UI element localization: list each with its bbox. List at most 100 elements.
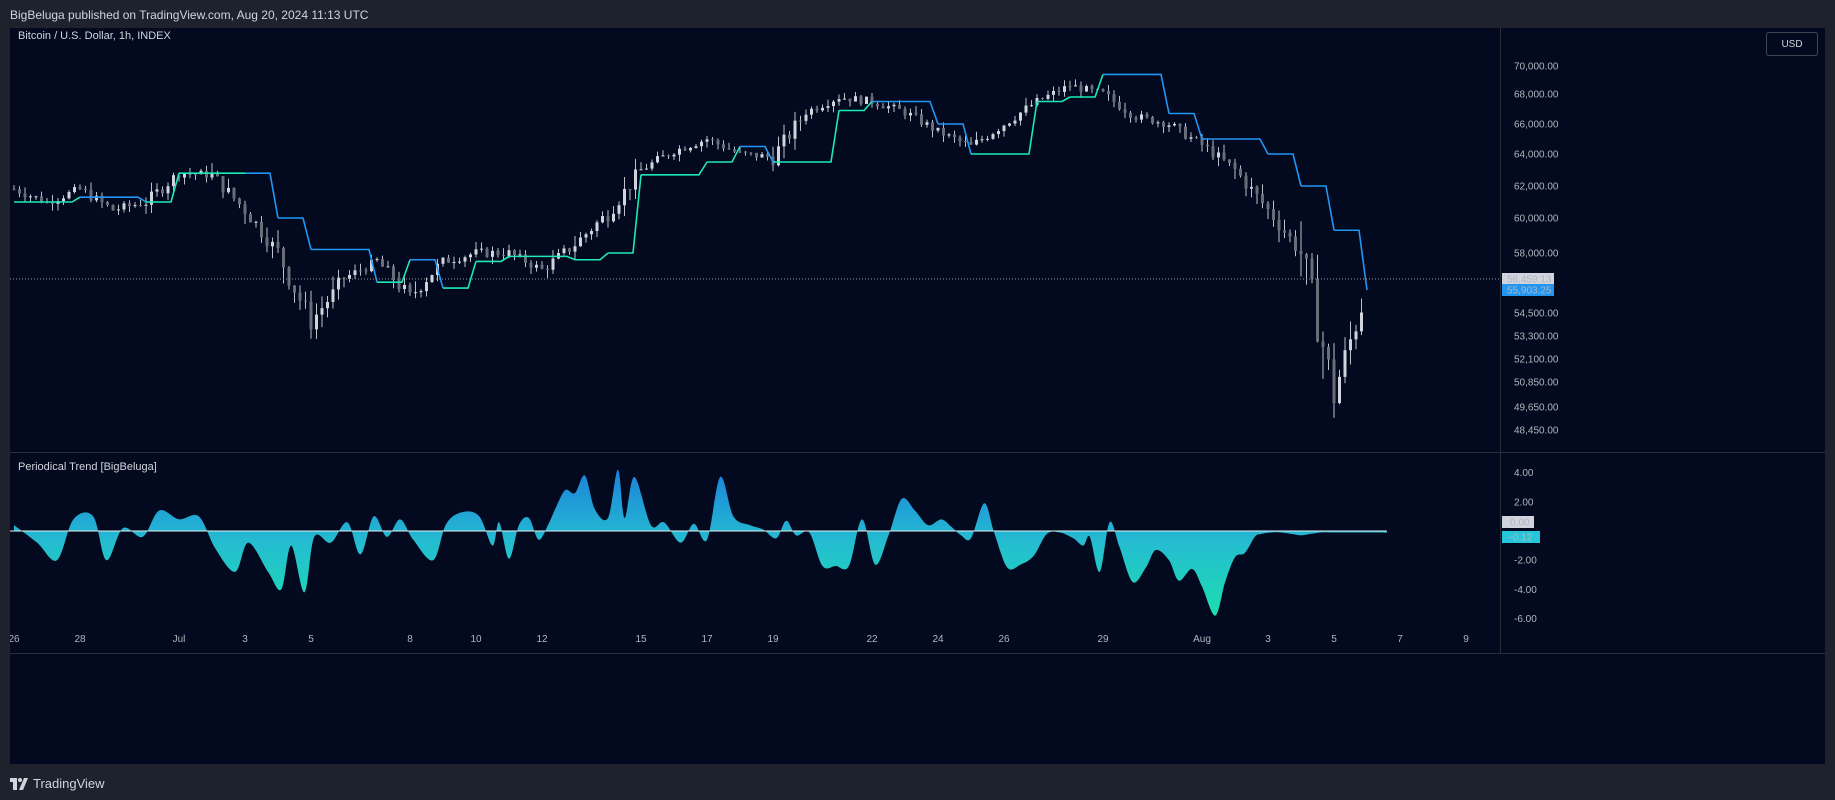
trend-segment[interactable] bbox=[476, 255, 510, 263]
candle-body[interactable] bbox=[95, 195, 98, 201]
trend-segment[interactable] bbox=[938, 123, 972, 155]
symbol-legend[interactable]: Bitcoin / U.S. Dollar, 1h, INDEX bbox=[18, 30, 171, 42]
trend-segment[interactable] bbox=[443, 261, 477, 289]
candle-body[interactable] bbox=[155, 189, 159, 192]
candle-body[interactable] bbox=[507, 250, 511, 257]
candle-body[interactable] bbox=[161, 189, 164, 194]
candle-body[interactable] bbox=[656, 156, 659, 163]
candle-body[interactable] bbox=[1261, 193, 1264, 204]
candle-body[interactable] bbox=[782, 134, 786, 147]
trend-segment[interactable] bbox=[1334, 229, 1368, 291]
trend-segment[interactable] bbox=[146, 172, 180, 203]
candle-body[interactable] bbox=[1233, 162, 1237, 169]
candle-body[interactable] bbox=[502, 255, 505, 257]
chart-svg[interactable]: 70,000.00 68,000.00 66,000.00 64,000.00 62,0… bbox=[8, 28, 1825, 764]
candle-body[interactable] bbox=[106, 202, 109, 206]
candle-body[interactable] bbox=[766, 154, 769, 157]
candle-body[interactable] bbox=[1002, 125, 1006, 132]
candle-body[interactable] bbox=[854, 96, 857, 102]
candle-body[interactable] bbox=[331, 289, 335, 302]
candle-body[interactable] bbox=[172, 175, 175, 187]
candle-body[interactable] bbox=[1266, 203, 1270, 210]
trend-segment[interactable] bbox=[278, 217, 312, 250]
candle-body[interactable] bbox=[964, 140, 967, 142]
candle-body[interactable] bbox=[271, 241, 274, 247]
candle-body[interactable] bbox=[1195, 137, 1198, 139]
candle-body[interactable] bbox=[1217, 152, 1220, 158]
candle-body[interactable] bbox=[23, 193, 27, 198]
candle-body[interactable] bbox=[1250, 186, 1253, 189]
candle-body[interactable] bbox=[991, 134, 995, 139]
candle-body[interactable] bbox=[925, 122, 929, 125]
candle-body[interactable] bbox=[1316, 278, 1319, 342]
trend-segment[interactable] bbox=[1301, 185, 1335, 231]
candle-body[interactable] bbox=[1244, 175, 1248, 189]
candle-body[interactable] bbox=[287, 267, 291, 286]
candle-body[interactable] bbox=[243, 204, 247, 214]
candle-body[interactable] bbox=[859, 96, 863, 104]
trend-segment[interactable] bbox=[410, 258, 444, 289]
trend-segment[interactable] bbox=[1169, 112, 1203, 140]
candle-body[interactable] bbox=[568, 248, 571, 252]
candle-body[interactable] bbox=[89, 189, 93, 201]
candle-body[interactable] bbox=[920, 114, 923, 125]
candle-body[interactable] bbox=[342, 277, 346, 279]
candle-body[interactable] bbox=[672, 154, 676, 157]
candle-body[interactable] bbox=[183, 173, 186, 178]
candle-body[interactable] bbox=[760, 154, 764, 158]
candle-body[interactable] bbox=[353, 270, 357, 275]
tradingview-logo[interactable]: TradingView bbox=[10, 776, 105, 791]
candle-body[interactable] bbox=[73, 187, 76, 192]
candle-body[interactable] bbox=[139, 205, 142, 207]
trend-segment[interactable] bbox=[1268, 153, 1302, 187]
candle-body[interactable] bbox=[986, 138, 989, 140]
candle-body[interactable] bbox=[1354, 331, 1358, 340]
candle-body[interactable] bbox=[870, 96, 874, 104]
candle-body[interactable] bbox=[227, 187, 230, 193]
candle-body[interactable] bbox=[111, 205, 115, 211]
candle-body[interactable] bbox=[232, 187, 236, 199]
candle-body[interactable] bbox=[1332, 359, 1336, 404]
candle-body[interactable] bbox=[18, 189, 21, 194]
candle-body[interactable] bbox=[463, 257, 467, 262]
trend-segment[interactable] bbox=[1037, 96, 1071, 103]
candle-body[interactable] bbox=[843, 98, 846, 100]
candle-body[interactable] bbox=[881, 106, 885, 109]
candle-body[interactable] bbox=[529, 262, 533, 268]
candle-body[interactable] bbox=[249, 213, 252, 223]
candle-body[interactable] bbox=[562, 248, 566, 254]
candle-body[interactable] bbox=[1189, 137, 1193, 139]
candle-body[interactable] bbox=[700, 141, 703, 147]
candle-body[interactable] bbox=[980, 139, 984, 141]
candle-body[interactable] bbox=[1145, 114, 1149, 117]
candle-body[interactable] bbox=[749, 152, 753, 154]
candle-body[interactable] bbox=[293, 285, 296, 293]
candle-body[interactable] bbox=[1107, 91, 1110, 95]
candle-body[interactable] bbox=[469, 254, 472, 258]
candle-body[interactable] bbox=[540, 264, 544, 269]
candle-body[interactable] bbox=[1063, 86, 1066, 92]
trend-segment[interactable] bbox=[1235, 138, 1269, 155]
candle-body[interactable] bbox=[590, 231, 593, 235]
candle-body[interactable] bbox=[100, 195, 104, 203]
candle-body[interactable] bbox=[804, 114, 808, 121]
candle-body[interactable] bbox=[892, 104, 896, 107]
trend-segment[interactable] bbox=[905, 100, 939, 125]
candle-body[interactable] bbox=[601, 216, 604, 223]
candle-body[interactable] bbox=[128, 203, 131, 207]
candle-body[interactable] bbox=[639, 169, 643, 171]
candle-body[interactable] bbox=[887, 106, 890, 109]
candle-body[interactable] bbox=[744, 151, 747, 153]
candle-body[interactable] bbox=[667, 155, 670, 157]
candle-body[interactable] bbox=[1272, 209, 1275, 220]
candle-body[interactable] bbox=[1349, 339, 1352, 351]
candle-body[interactable] bbox=[1085, 86, 1088, 92]
candle-body[interactable] bbox=[799, 120, 802, 122]
candle-body[interactable] bbox=[359, 270, 362, 272]
candle-body[interactable] bbox=[216, 172, 219, 177]
candle-body[interactable] bbox=[584, 234, 588, 238]
trend-segment[interactable] bbox=[377, 259, 411, 283]
price-pane[interactable] bbox=[10, 73, 1500, 418]
indicator-pane[interactable] bbox=[10, 469, 1387, 616]
candle-body[interactable] bbox=[441, 257, 445, 264]
